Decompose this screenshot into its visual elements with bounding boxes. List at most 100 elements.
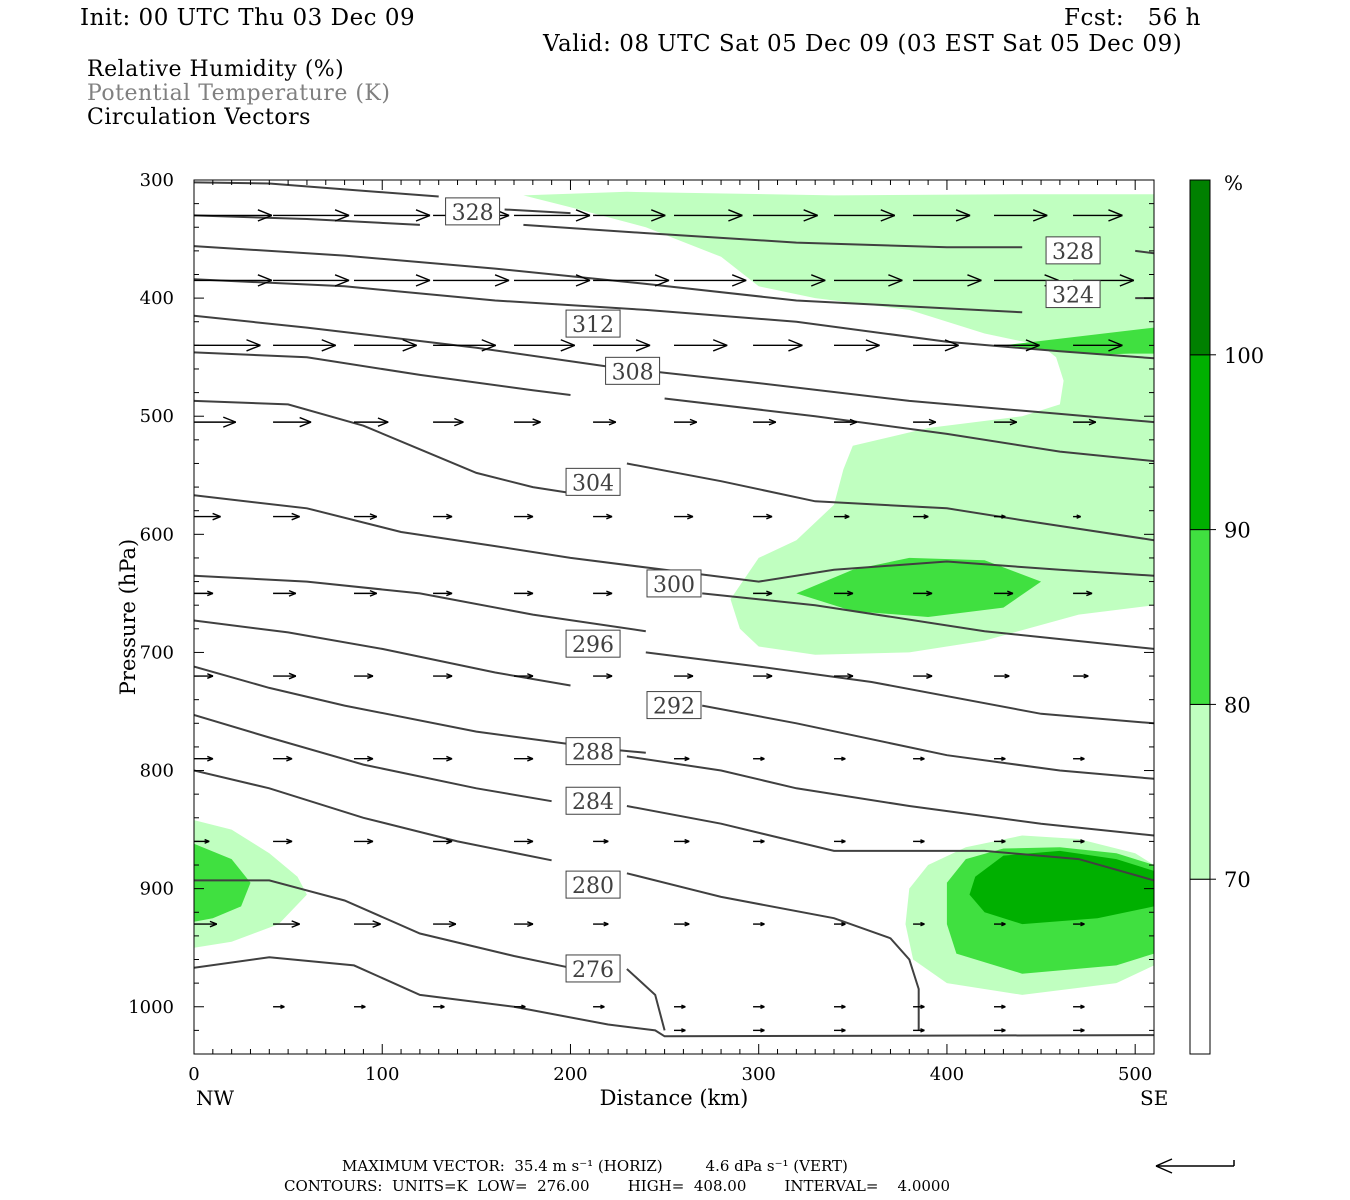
vector-1-3 xyxy=(433,274,510,287)
vector-1-5 xyxy=(593,274,670,287)
vector-8-9 xyxy=(913,839,925,844)
contour-label-box-6 xyxy=(565,737,621,766)
vector-5-8 xyxy=(834,590,854,597)
vector-6-2 xyxy=(354,673,374,679)
colorbar-segment-0 xyxy=(1189,878,1211,1055)
vector-10-7 xyxy=(834,1004,846,1010)
vector-4-1 xyxy=(273,512,300,521)
vector-3-9 xyxy=(913,418,937,426)
vector-7-10 xyxy=(994,756,1006,761)
vector-4-5 xyxy=(593,513,613,520)
vector-5-11 xyxy=(1073,590,1093,597)
vector-5-7 xyxy=(753,590,773,597)
colorbar-segment-1 xyxy=(1189,703,1211,880)
x-tick-label: 200 xyxy=(553,1064,587,1085)
vector-6-6 xyxy=(674,673,694,679)
theta-contour-4 xyxy=(194,769,552,862)
vector-10-6 xyxy=(753,1004,765,1010)
vector-9-9 xyxy=(913,921,925,927)
vector-4-4 xyxy=(514,513,534,520)
theta-contour-3 xyxy=(626,968,666,1031)
theta-contour-18 xyxy=(664,397,1154,463)
vector-1-9 xyxy=(913,274,982,287)
vector-0-10 xyxy=(994,209,1048,222)
vector-7-3 xyxy=(433,755,453,762)
colorbar-tick-label: 90 xyxy=(1224,519,1251,543)
vector-2-10 xyxy=(994,339,1040,352)
theta-contour-27 xyxy=(504,208,571,215)
vector-11-0 xyxy=(674,1028,686,1033)
vector-1-8 xyxy=(834,274,903,287)
vector-9-6 xyxy=(674,921,690,927)
contour-label-box-1 xyxy=(565,870,621,899)
init-time: Init: 00 UTC Thu 03 Dec 09 xyxy=(80,5,416,31)
vector-2-8 xyxy=(834,339,880,352)
contour-label-10: 296 xyxy=(572,633,614,658)
legend-circulation-vectors: Circulation Vectors xyxy=(87,105,311,130)
rh-region-3 xyxy=(194,820,307,948)
vector-5-2 xyxy=(354,589,378,597)
theta-contour-15 xyxy=(194,399,571,494)
contour-label-21: 324 xyxy=(1052,284,1094,309)
theta-contour-5 xyxy=(626,805,1154,882)
y-tick-label: 400 xyxy=(140,288,174,309)
y-tick-label: 700 xyxy=(140,642,174,663)
contour-label-layer: 276 280 284 288 292 296 300 304 308 312 324 328 328 xyxy=(445,197,1101,983)
vector-3-3 xyxy=(433,417,464,427)
vector-7-4 xyxy=(514,755,534,762)
y-tick-label: 900 xyxy=(140,879,174,900)
contour-label-box-4 xyxy=(565,786,621,815)
vector-5-4 xyxy=(514,590,534,597)
vector-3-4 xyxy=(514,418,541,426)
vector-11-5 xyxy=(1073,1028,1085,1033)
vector-0-11 xyxy=(1073,209,1123,222)
axis-ticks xyxy=(193,179,1154,1055)
vector-1-1 xyxy=(273,274,350,287)
contour-label-box-17 xyxy=(565,309,621,338)
vector-9-0 xyxy=(194,920,218,928)
vector-10-4 xyxy=(593,1004,605,1010)
vector-4-6 xyxy=(674,513,694,520)
y-tick-label: 600 xyxy=(140,524,174,545)
vector-2-0 xyxy=(194,339,261,352)
forecast-hour: Fcst: 56 h xyxy=(1064,5,1201,31)
vector-5-3 xyxy=(433,590,453,597)
theta-contour-1 xyxy=(194,879,571,969)
colorbar-segment-3 xyxy=(1189,354,1211,531)
vector-6-4 xyxy=(514,673,534,679)
vector-2-4 xyxy=(514,339,576,352)
vector-1-2 xyxy=(354,274,431,287)
theta-contour-23 xyxy=(194,214,420,226)
vector-6-11 xyxy=(1073,673,1089,679)
vector-3-11 xyxy=(1073,418,1097,426)
theta-contour-2 xyxy=(626,872,920,1031)
theta-contour-7 xyxy=(626,755,1154,837)
theta-contour-19 xyxy=(194,314,1154,424)
contour-label-box-10 xyxy=(565,629,621,658)
vector-8-4 xyxy=(514,838,534,845)
theta-contour-17 xyxy=(194,351,571,396)
legend-potential-temperature: Potential Temperature (K) xyxy=(87,81,391,106)
vector-5-0 xyxy=(194,590,214,597)
contour-label-12: 300 xyxy=(653,573,695,598)
max-vector-note: MAXIMUM VECTOR: 35.4 m s⁻¹ (HORIZ) 4.6 d… xyxy=(342,1157,848,1175)
vector-7-8 xyxy=(834,756,846,761)
vector-11-4 xyxy=(994,1028,1006,1033)
vector-4-3 xyxy=(433,513,453,520)
vector-10-8 xyxy=(913,1004,925,1010)
vector-6-3 xyxy=(433,673,453,679)
vector-2-2 xyxy=(354,339,417,352)
vector-1-7 xyxy=(753,274,826,287)
vector-0-4 xyxy=(514,209,591,222)
vector-7-6 xyxy=(674,756,690,762)
vector-2-5 xyxy=(593,339,651,352)
rh-region-7 xyxy=(969,850,1154,925)
vector-9-11 xyxy=(1073,921,1085,927)
theta-contour-10 xyxy=(194,619,571,687)
vector-6-8 xyxy=(834,673,854,679)
x-tick-label: 300 xyxy=(742,1064,776,1085)
vector-9-1 xyxy=(273,920,300,928)
vector-7-2 xyxy=(354,755,374,762)
vector-9-4 xyxy=(514,921,534,928)
